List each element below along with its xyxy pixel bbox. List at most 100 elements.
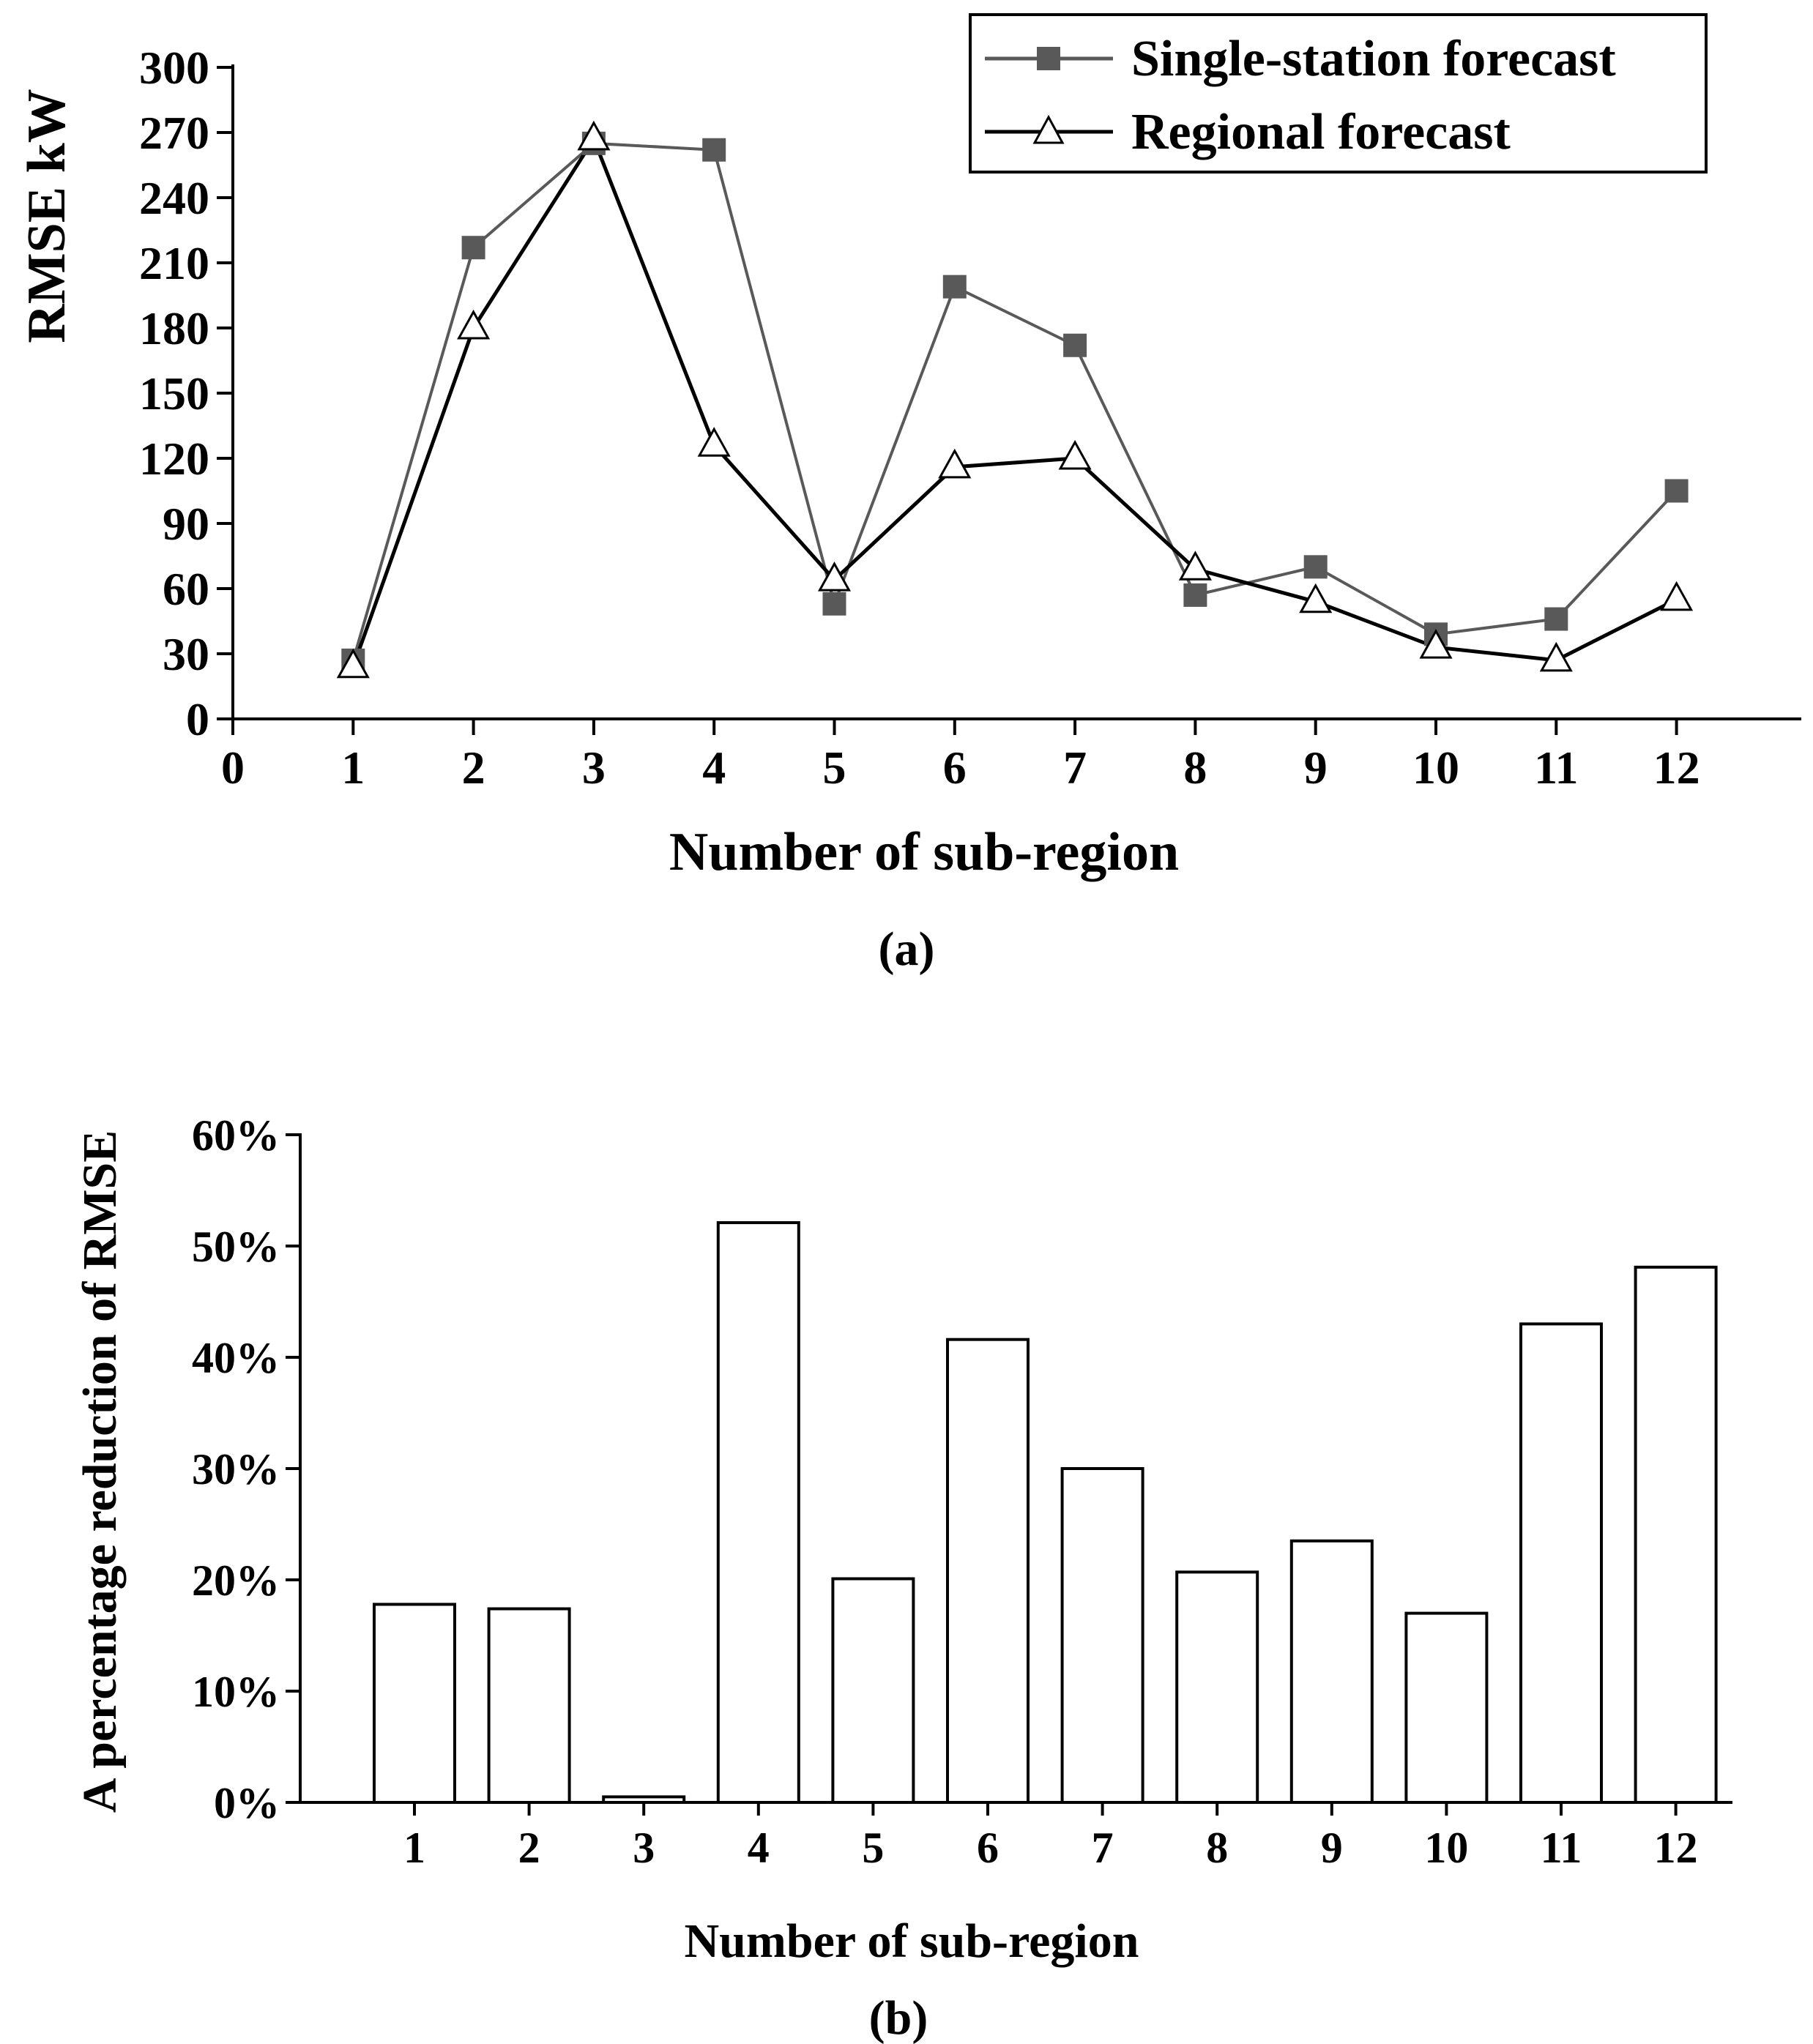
reduction-x-tick-label: 10 (1424, 1824, 1468, 1872)
reduction-x-tick-label: 7 (1092, 1824, 1114, 1872)
legend-label-regional: Regional forecast (1131, 104, 1511, 160)
regional-point (1419, 629, 1453, 659)
rmse-y-tick-label: 180 (139, 302, 209, 354)
rmse-x-axis-title: Number of sub-region (669, 822, 1179, 882)
reduction-bar (487, 1607, 571, 1805)
single-station-point (822, 592, 846, 616)
legend-frame (969, 13, 1708, 174)
rmse-x-tick-label: 9 (1304, 742, 1328, 794)
regional-point (817, 562, 852, 592)
rmse-series (336, 120, 1694, 679)
regional-point (697, 427, 731, 457)
reduction-y-tick-label: 40% (192, 1334, 280, 1382)
regional-point (938, 448, 972, 479)
reduction-y-tick-label: 60% (192, 1111, 280, 1160)
rmse-y-axis-title: RMSE kW (17, 89, 77, 343)
reduction-y-tick-label: 30% (192, 1445, 280, 1493)
reduction-bars (373, 1221, 1718, 1805)
regional-point (1660, 581, 1694, 611)
rmse-x-tick-label: 10 (1412, 742, 1459, 794)
reduction-x-tick-label: 11 (1541, 1824, 1582, 1872)
rmse-y-tick-label: 90 (163, 498, 209, 550)
legend-triangle-marker (1032, 114, 1065, 144)
reduction-bar (1289, 1539, 1374, 1805)
reduction-x-tick-label: 8 (1206, 1824, 1228, 1872)
rmse-x-tick-label: 2 (462, 742, 485, 794)
rmse-y-ticks: 0 30 60 90 120 150 180 210 240 270 300 (139, 42, 233, 745)
single-station-point (702, 138, 726, 162)
legend-label-single-station: Single-station forecast (1131, 31, 1616, 87)
reduction-bar (831, 1577, 915, 1804)
regional-line (351, 135, 1678, 668)
reduction-x-tick-label: 3 (633, 1824, 655, 1872)
reduction-bar (1404, 1611, 1489, 1805)
regional-point (1299, 583, 1333, 613)
reduction-bar (373, 1603, 456, 1804)
reduction-x-tick-label: 1 (403, 1824, 425, 1872)
regional-point (1178, 551, 1212, 581)
panel-label-a: (a) (879, 922, 935, 976)
legend-square-marker (1037, 47, 1060, 70)
single-station-point (1544, 607, 1568, 631)
regional-point (457, 309, 491, 340)
reduction-x-tick-label: 2 (518, 1824, 540, 1872)
rmse-y-tick-label: 270 (139, 107, 209, 159)
reduction-bar (716, 1221, 800, 1804)
reduction-y-tick-label: 0% (214, 1779, 280, 1827)
rmse-x-tick-label: 11 (1534, 742, 1578, 794)
rmse-y-tick-label: 60 (163, 563, 209, 615)
reduction-bar (946, 1338, 1030, 1805)
rmse-x-tick-label: 12 (1653, 742, 1700, 794)
single-station-point (1664, 479, 1689, 503)
rmse-x-tick-label: 8 (1183, 742, 1207, 794)
rmse-reduction-bar-chart: 0%10%20%30%40%50%60% 1 2 3 4 5 6 7 8 9 10 11 12 A p… (73, 1111, 1732, 2044)
regional-point (577, 120, 611, 151)
single-station-point (942, 275, 967, 299)
reduction-y-tick-label: 10% (192, 1668, 280, 1716)
single-station-point (1183, 583, 1207, 607)
reduction-x-ticks: 1 2 3 4 5 6 7 8 9 10 11 12 (403, 1802, 1698, 1872)
reduction-y-ticks: 0% 10% 20% 30% 40% 50% 60% (192, 1111, 300, 1827)
legend-entry-regional: Regional forecast (985, 104, 1511, 160)
regional-point (336, 648, 370, 679)
reduction-x-tick-label: 9 (1321, 1824, 1343, 1872)
rmse-x-tick-label: 5 (823, 742, 846, 794)
regional-point (1058, 439, 1092, 470)
rmse-y-tick-label: 120 (139, 433, 209, 485)
regional-point (1539, 641, 1573, 672)
rmse-x-tick-label: 4 (702, 742, 726, 794)
reduction-y-axis-title: A percentage reduction of RMSE (73, 1130, 127, 1813)
rmse-x-tick-label: 0 (221, 742, 245, 794)
reduction-bar (1634, 1265, 1718, 1804)
rmse-y-tick-label: 0 (186, 693, 209, 745)
rmse-x-ticks: 0 1 2 3 4 5 6 7 8 9 10 11 12 (221, 719, 1700, 794)
reduction-bar (1175, 1570, 1259, 1805)
single-station-point (1303, 555, 1328, 579)
panel-label-b: (b) (869, 1991, 928, 2044)
single-station-line (351, 141, 1678, 661)
reduction-bar (1519, 1322, 1603, 1804)
rmse-x-tick-label: 7 (1063, 742, 1087, 794)
reduction-y-tick-label: 50% (192, 1223, 280, 1271)
rmse-y-tick-label: 150 (139, 368, 209, 419)
rmse-legend: Single-station forecast Regional forecas… (969, 13, 1708, 174)
rmse-x-tick-label: 6 (943, 742, 967, 794)
rmse-x-tick-label: 1 (341, 742, 365, 794)
rmse-y-tick-label: 30 (163, 628, 209, 680)
rmse-y-tick-label: 300 (139, 42, 209, 94)
reduction-x-tick-label: 5 (862, 1824, 884, 1872)
reduction-bar (1060, 1467, 1144, 1804)
reduction-x-tick-label: 4 (748, 1824, 770, 1872)
legend-entry-single-station: Single-station forecast (985, 31, 1616, 87)
rmse-y-tick-label: 240 (139, 172, 209, 224)
rmse-x-tick-label: 3 (582, 742, 606, 794)
reduction-x-tick-label: 6 (977, 1824, 999, 1872)
reduction-x-tick-label: 12 (1654, 1824, 1698, 1872)
reduction-y-tick-label: 20% (192, 1556, 280, 1605)
single-station-point (461, 236, 485, 260)
reduction-x-axis-title: Number of sub-region (685, 1914, 1139, 1968)
rmse-y-tick-label: 210 (139, 237, 209, 289)
single-station-point (1063, 333, 1087, 357)
